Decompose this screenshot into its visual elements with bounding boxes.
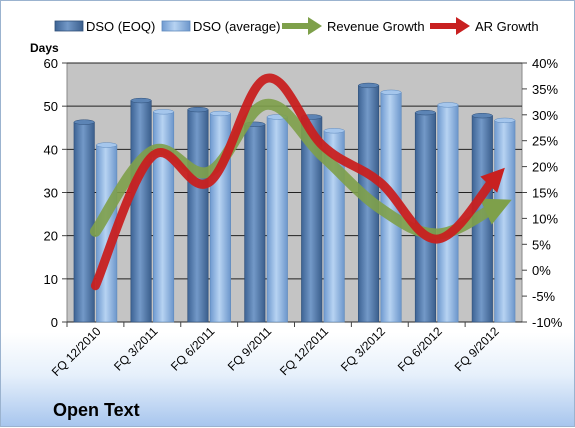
x-tick-label: FQ 12/2011 <box>277 324 331 378</box>
legend-label: DSO (average) <box>193 19 280 34</box>
y-tick-label: 0 <box>51 315 58 330</box>
bar-dso-average <box>438 105 458 322</box>
y-tick-label: 30 <box>44 186 58 201</box>
bar-cap <box>358 83 378 88</box>
y-tick-label: 60 <box>44 56 58 71</box>
bar-dso-eoq <box>188 110 208 322</box>
bar-cap <box>188 107 208 112</box>
left-axis-ticks: 0 10 20 30 40 50 60 <box>44 56 67 330</box>
bar-cap <box>96 143 116 148</box>
bar-cap <box>495 118 515 123</box>
y-tick-label: 20 <box>44 229 58 244</box>
x-tick-label: FQ 6/2011 <box>168 324 218 374</box>
legend-label: AR Growth <box>475 19 539 34</box>
y2-tick-label: -10% <box>532 315 563 330</box>
y2-tick-label: 10% <box>532 211 558 226</box>
legend-label: Revenue Growth <box>327 19 425 34</box>
y2-tick-label: 30% <box>532 108 558 123</box>
x-tick-label: FQ 12/2010 <box>49 324 104 379</box>
chart-title: Open Text <box>53 400 140 421</box>
y2-tick-label: 25% <box>532 134 558 149</box>
bar-cap <box>74 120 94 125</box>
bar-dso-eoq <box>74 122 94 322</box>
bar-cap <box>381 90 401 95</box>
y2-tick-label: -5% <box>532 289 556 304</box>
y2-tick-label: 5% <box>532 237 551 252</box>
right-axis-ticks: -10% -5% 0% 5% 10% 15% 20% 25% 30% 35% 40% <box>522 56 563 330</box>
bar-dso-average <box>267 117 287 322</box>
y2-tick-label: 35% <box>532 82 558 97</box>
legend-swatch <box>162 21 190 31</box>
y2-tick-label: 15% <box>532 186 558 201</box>
bar-cap <box>131 98 151 103</box>
y-tick-label: 40 <box>44 142 58 157</box>
x-tick-label: FQ 3/2012 <box>338 324 388 374</box>
bar-cap <box>210 111 230 116</box>
bar-cap <box>472 113 492 118</box>
y2-tick-label: 20% <box>532 160 558 175</box>
bar-dso-average <box>495 120 515 322</box>
y2-tick-label: 0% <box>532 263 551 278</box>
bar-cap <box>415 110 435 115</box>
bar-cap <box>324 128 344 133</box>
legend-arrow <box>282 17 322 35</box>
legend-arrow <box>430 17 470 35</box>
y2-tick-label: 40% <box>532 56 558 71</box>
x-tick-label: FQ 6/2012 <box>395 324 445 374</box>
y-tick-label: 50 <box>44 99 58 114</box>
bar-dso-eoq <box>131 101 151 322</box>
bar-cap <box>153 109 173 114</box>
y-axis-title: Days <box>30 41 59 55</box>
bar-cap <box>438 102 458 107</box>
bar-dso-eoq <box>245 124 265 322</box>
bar-dso-eoq <box>415 113 435 322</box>
x-tick-label: FQ 9/2012 <box>452 324 502 374</box>
legend-swatch <box>55 21 83 31</box>
x-tick-label: FQ 9/2011 <box>225 324 275 374</box>
bar-dso-average <box>153 112 173 322</box>
legend: DSO (EOQ) DSO (average) Revenue Growth AR G… <box>55 17 539 35</box>
x-tick-label: FQ 3/2011 <box>111 324 161 374</box>
y-tick-label: 10 <box>44 272 58 287</box>
legend-label: DSO (EOQ) <box>86 19 155 34</box>
